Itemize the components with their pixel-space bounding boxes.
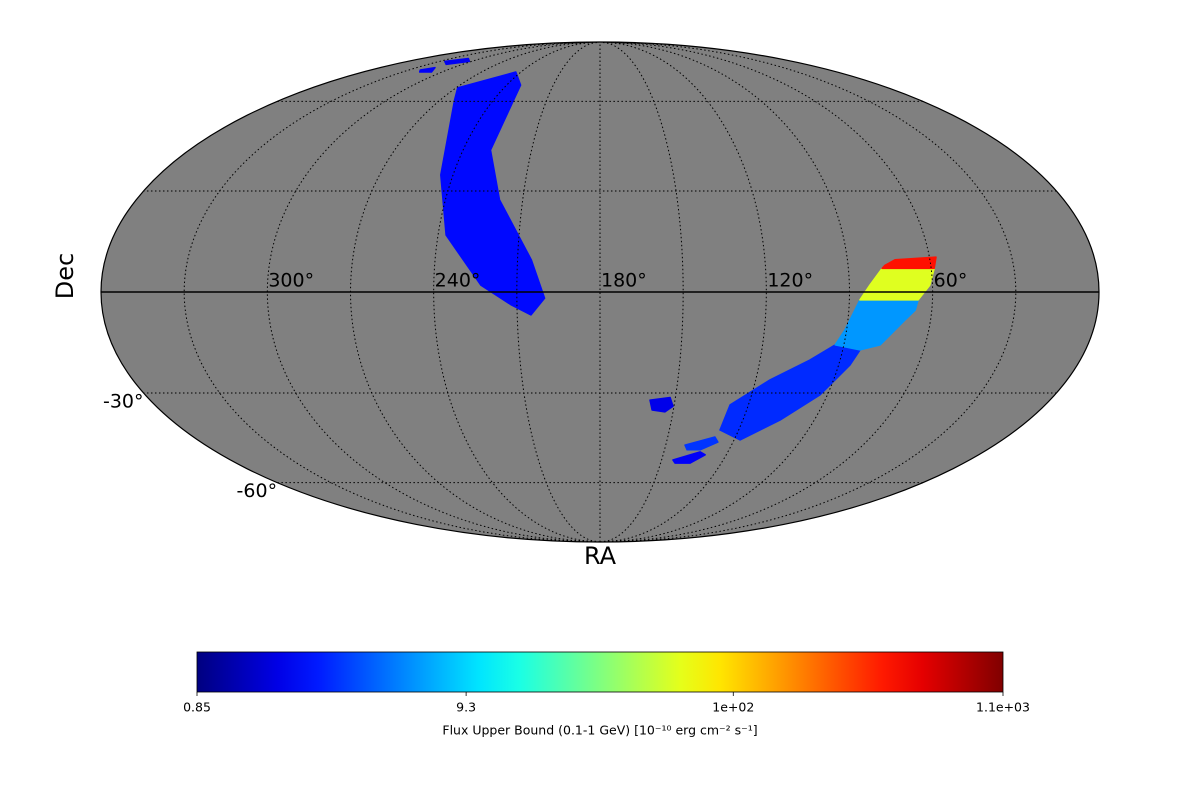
colorbar-tick-label: 1e+02 — [712, 700, 754, 715]
colorbar-tick-label: 0.85 — [183, 700, 211, 715]
colorbar-tick-label: 9.3 — [456, 700, 476, 715]
x-tick-label: 240° — [435, 270, 481, 292]
flux-region — [440, 71, 546, 316]
x-tick-label: 60° — [934, 270, 968, 292]
flux-region — [418, 66, 436, 73]
flux-region — [684, 436, 719, 451]
meridian-grid-line — [599, 41, 767, 543]
x-tick-label: 120° — [767, 270, 813, 292]
flux-region — [649, 396, 674, 413]
flux-region — [444, 57, 471, 66]
colorbar-tick-label: 1.1e+03 — [976, 700, 1030, 715]
flux-region — [834, 299, 919, 351]
meridian-grid-line — [599, 41, 1017, 543]
x-tick-label: 300° — [268, 270, 314, 292]
regions — [418, 57, 937, 464]
x-tick-label: 180° — [601, 270, 647, 292]
meridian-grid-line — [433, 41, 601, 543]
y-tick-label: -60° — [237, 480, 278, 502]
colorbar — [196, 651, 1004, 693]
colorbar-label: Flux Upper Bound (0.1-1 GeV) [10⁻¹⁰ erg … — [442, 723, 757, 738]
sky-boundary — [100, 41, 1100, 543]
x-axis-label: RA — [584, 542, 617, 570]
flux-region — [881, 256, 937, 270]
y-tick-label: -30° — [103, 390, 144, 412]
flux-region — [672, 451, 706, 464]
y-axis-label: Dec — [51, 253, 79, 299]
